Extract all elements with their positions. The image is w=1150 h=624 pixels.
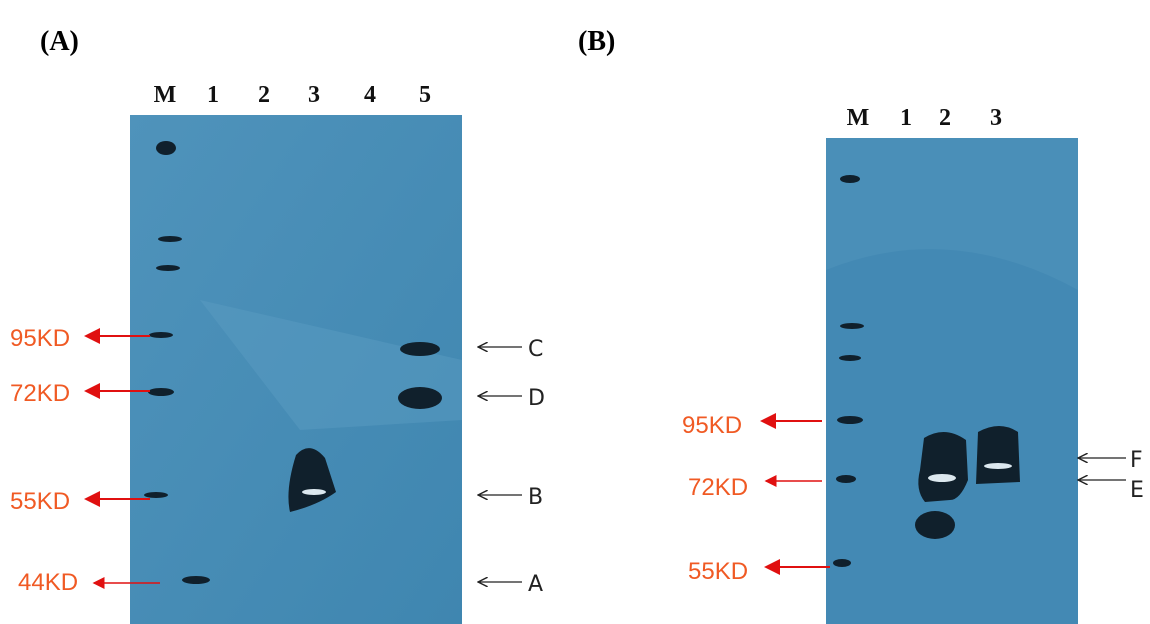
band-label: F [1130,448,1143,473]
panel-label: (B) [578,26,615,57]
band-labels: F E [1078,448,1144,503]
marker-label: 55KD [688,558,748,585]
band [833,559,851,567]
band-core [928,474,956,482]
band-core [984,463,1012,469]
band [840,175,860,183]
marker-label: 55KD [10,488,70,515]
marker-label: 72KD [10,380,70,407]
marker-labels: 95KD 72KD 55KD [682,412,830,585]
marker-label: 95KD [10,325,70,352]
band-label: B [528,485,543,510]
band-label: A [528,572,543,597]
band [915,511,955,539]
panel-label: (A) [40,26,79,57]
band-label: D [528,386,545,411]
band [398,387,442,409]
band-label: E [1130,478,1144,503]
lane-label: 1 [207,82,219,108]
band [182,576,210,584]
band [158,236,182,242]
band [918,432,968,502]
band-core [302,489,326,495]
band-labels: C D B A [478,337,545,597]
lane-label: 4 [364,82,376,108]
figure: (A) M 1 2 3 4 5 95KD 72KD 55KD 44KD C D [0,0,1150,624]
marker-label: 44KD [18,569,78,596]
band [156,141,176,155]
lane-label: 3 [308,82,320,108]
lane-label: M [154,82,177,108]
lane-label: 5 [419,82,431,108]
band [840,323,864,329]
lane-label: 2 [939,105,951,131]
band [144,492,168,498]
marker-label: 72KD [688,474,748,501]
band [156,265,180,271]
lane-label: 3 [990,105,1002,131]
lane-label: 2 [258,82,270,108]
band [148,388,174,396]
band [836,475,856,483]
marker-label: 95KD [682,412,742,439]
band [976,426,1020,484]
band [400,342,440,356]
lane-label: 1 [900,105,912,131]
lane-labels: M 1 2 3 4 5 [154,82,431,108]
lane-labels: M 1 2 3 [847,105,1002,131]
lane-label: M [847,105,870,131]
band [839,355,861,361]
band [149,332,173,338]
band [837,416,863,424]
band-label: C [528,337,543,362]
